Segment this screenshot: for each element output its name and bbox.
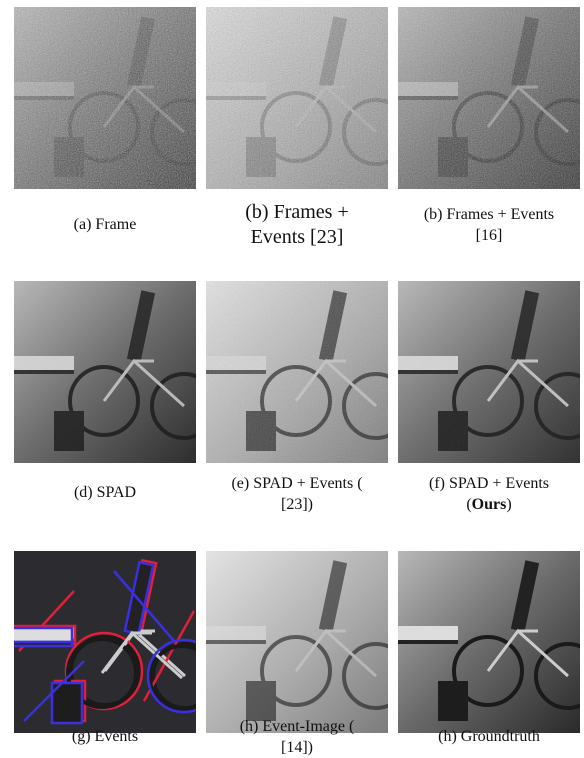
- caption-text: (g) Events: [72, 728, 138, 745]
- caption-text: [23]): [281, 496, 313, 513]
- panel-image: [398, 551, 580, 733]
- caption-text: Events [23]: [251, 226, 344, 248]
- panel-image: [398, 281, 580, 463]
- caption: (e) SPAD + Events ( [23]): [202, 473, 392, 515]
- caption: (a) Frame: [10, 214, 200, 235]
- caption-text: [14]): [281, 739, 313, 756]
- image: [206, 551, 388, 733]
- caption-line: [16]: [394, 225, 584, 246]
- panel-image: [206, 7, 388, 189]
- caption-line: (g) Events: [10, 726, 200, 747]
- panel-image: [14, 7, 196, 189]
- caption-line: (f) SPAD + Events: [394, 473, 584, 494]
- caption: (b) Frames + Events [23]: [202, 200, 392, 250]
- panel-image: [14, 281, 196, 463]
- caption-text: (b) Frames +: [245, 201, 348, 223]
- panel-image: [206, 281, 388, 463]
- caption: (f) SPAD + Events (Ours): [394, 473, 584, 515]
- image: [398, 7, 580, 189]
- caption-line: (h) Groundtruth: [394, 726, 584, 747]
- image: [14, 7, 196, 189]
- caption-text: ): [506, 496, 511, 513]
- panel-image: [14, 551, 196, 733]
- caption: (h) Groundtruth: [394, 726, 584, 747]
- image: [398, 551, 580, 733]
- caption-line: [14]): [202, 737, 392, 758]
- image: [14, 551, 196, 733]
- caption-text: (b) Frames + Events: [424, 206, 554, 223]
- caption-text: [16]: [476, 227, 503, 244]
- figure: {"panels": [ {"caption": [[{"text": "(a)…: [0, 0, 584, 758]
- caption-text: (h) Groundtruth: [438, 728, 540, 745]
- caption: (h) Event-Image ( [14]): [202, 716, 392, 758]
- caption-line: [23]): [202, 494, 392, 515]
- image: [206, 281, 388, 463]
- caption-line: (d) SPAD: [10, 482, 200, 503]
- caption-line: (a) Frame: [10, 214, 200, 235]
- image: [206, 7, 388, 189]
- caption: (b) Frames + Events [16]: [394, 204, 584, 246]
- caption-line: (h) Event-Image (: [202, 716, 392, 737]
- caption-text: Ours: [472, 496, 507, 513]
- caption-text: (f) SPAD + Events: [429, 475, 549, 492]
- panel-image: [206, 551, 388, 733]
- caption-text: (a) Frame: [74, 216, 137, 233]
- caption-text: (h) Event-Image (: [240, 718, 355, 735]
- caption: (d) SPAD: [10, 482, 200, 503]
- caption-line: (e) SPAD + Events (: [202, 473, 392, 494]
- panel-image: [398, 7, 580, 189]
- image: [14, 281, 196, 463]
- caption-text: (d) SPAD: [74, 484, 136, 501]
- caption: (g) Events: [10, 726, 200, 747]
- image: [398, 281, 580, 463]
- caption-line: Events [23]: [202, 225, 392, 250]
- caption-line: (Ours): [394, 494, 584, 515]
- caption-line: (b) Frames + Events: [394, 204, 584, 225]
- caption-line: (b) Frames +: [202, 200, 392, 225]
- caption-text: (e) SPAD + Events (: [231, 475, 362, 492]
